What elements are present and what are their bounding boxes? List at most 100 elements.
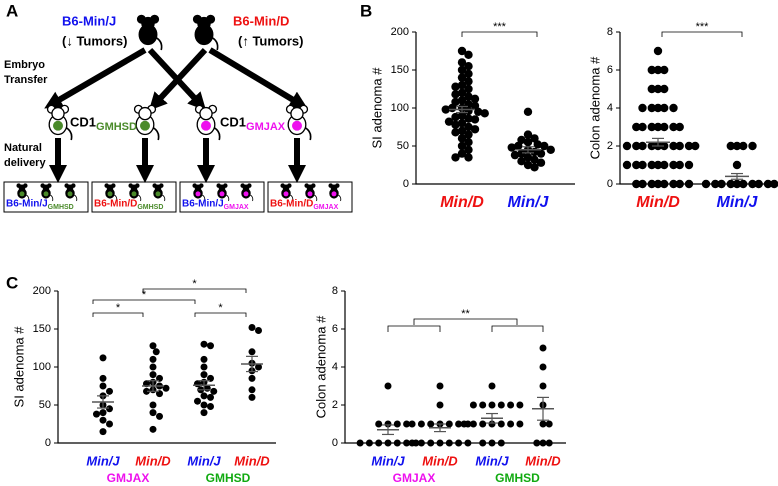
data-point	[632, 160, 641, 170]
data-point	[647, 103, 656, 113]
data-point	[507, 420, 515, 428]
data-point	[539, 344, 547, 352]
x-tick-label: Min/J	[475, 453, 509, 468]
data-point	[536, 158, 546, 167]
mouse-icon	[240, 183, 254, 202]
data-point	[653, 46, 663, 56]
mouse-icon	[104, 183, 118, 202]
data-point	[445, 420, 453, 428]
litter-box	[3, 181, 89, 213]
group-label: GMJAX	[107, 471, 150, 485]
mouse-head	[330, 184, 338, 192]
data-point	[660, 141, 669, 151]
data-point	[632, 141, 641, 151]
y-tick-label: 0	[403, 178, 409, 190]
data-point	[669, 160, 678, 170]
group-label: GMHSD	[495, 471, 540, 485]
y-tick-label: 150	[391, 64, 409, 76]
data-point	[200, 363, 208, 371]
data-point	[488, 382, 496, 390]
mouse-head	[242, 184, 250, 192]
error-bar	[198, 380, 210, 391]
data-point	[464, 153, 473, 162]
data-point	[436, 401, 444, 409]
mouse-dot	[53, 120, 63, 131]
mouse-dot	[67, 191, 73, 197]
data-point	[622, 141, 632, 151]
panel-label: A	[6, 1, 18, 20]
significance-bracket	[92, 312, 144, 317]
data-point	[200, 371, 208, 379]
error-bar	[522, 146, 534, 154]
data-point	[375, 420, 383, 428]
data-point	[470, 125, 480, 134]
arrow	[148, 47, 208, 111]
mouse-head	[18, 184, 26, 192]
data-point	[675, 179, 684, 189]
data-point	[194, 397, 201, 405]
mouse-icon	[40, 183, 54, 202]
y-axis-label: Colon adenoma #	[587, 56, 602, 159]
data-point	[488, 439, 496, 447]
data-point	[384, 382, 392, 390]
data-point	[149, 342, 157, 350]
data-point	[99, 382, 107, 390]
significance-bracket	[194, 312, 247, 317]
data-point	[460, 420, 468, 428]
data-point	[660, 103, 669, 113]
data-point	[255, 327, 262, 335]
y-tick-label: 150	[33, 323, 51, 335]
data-point	[748, 179, 757, 189]
data-point	[669, 103, 678, 113]
error-bar	[246, 355, 258, 373]
mouse-dot	[283, 191, 289, 197]
data-point	[408, 439, 416, 447]
significance-bracket	[142, 288, 247, 293]
data-point	[647, 179, 656, 189]
data-point	[200, 392, 208, 400]
data-point	[539, 439, 547, 447]
litter-box	[91, 181, 177, 213]
mouse-dot	[107, 191, 113, 197]
data-point	[455, 420, 463, 428]
mouse-head	[106, 184, 114, 192]
significance-label: ***	[493, 21, 507, 33]
data-point	[675, 160, 684, 170]
data-point	[754, 179, 763, 189]
data-point	[523, 107, 533, 117]
data-point	[99, 428, 107, 436]
data-point	[457, 81, 467, 90]
error-bar	[382, 424, 394, 436]
y-tick-label: 6	[607, 64, 613, 76]
litter-box	[267, 181, 353, 213]
y-tick-label: 50	[39, 399, 51, 411]
data-point	[497, 420, 505, 428]
data-point	[149, 425, 157, 433]
step-label: delivery	[4, 157, 46, 169]
data-point	[445, 439, 453, 447]
group-label: GMHSD	[206, 471, 251, 485]
significance-label: *	[142, 289, 147, 301]
data-point	[530, 163, 539, 172]
data-point	[457, 126, 467, 135]
x-tick-label: Min/J	[371, 453, 405, 468]
data-point	[200, 340, 208, 348]
data-point	[516, 420, 524, 428]
data-point	[457, 65, 467, 75]
data-point	[717, 179, 726, 189]
data-point	[99, 374, 107, 382]
data-point	[739, 179, 748, 189]
label-subscript: GMJAX	[246, 121, 286, 133]
data-point	[507, 401, 515, 409]
mouse-icon	[194, 104, 221, 141]
data-point	[546, 145, 555, 154]
data-point	[149, 409, 157, 417]
y-tick-label: 0	[607, 178, 613, 190]
mouse-icon	[192, 14, 219, 51]
data-point	[523, 160, 533, 170]
panel-label: B	[360, 1, 372, 20]
data-point	[162, 384, 170, 392]
data-point	[660, 84, 669, 94]
data-point	[691, 141, 700, 151]
